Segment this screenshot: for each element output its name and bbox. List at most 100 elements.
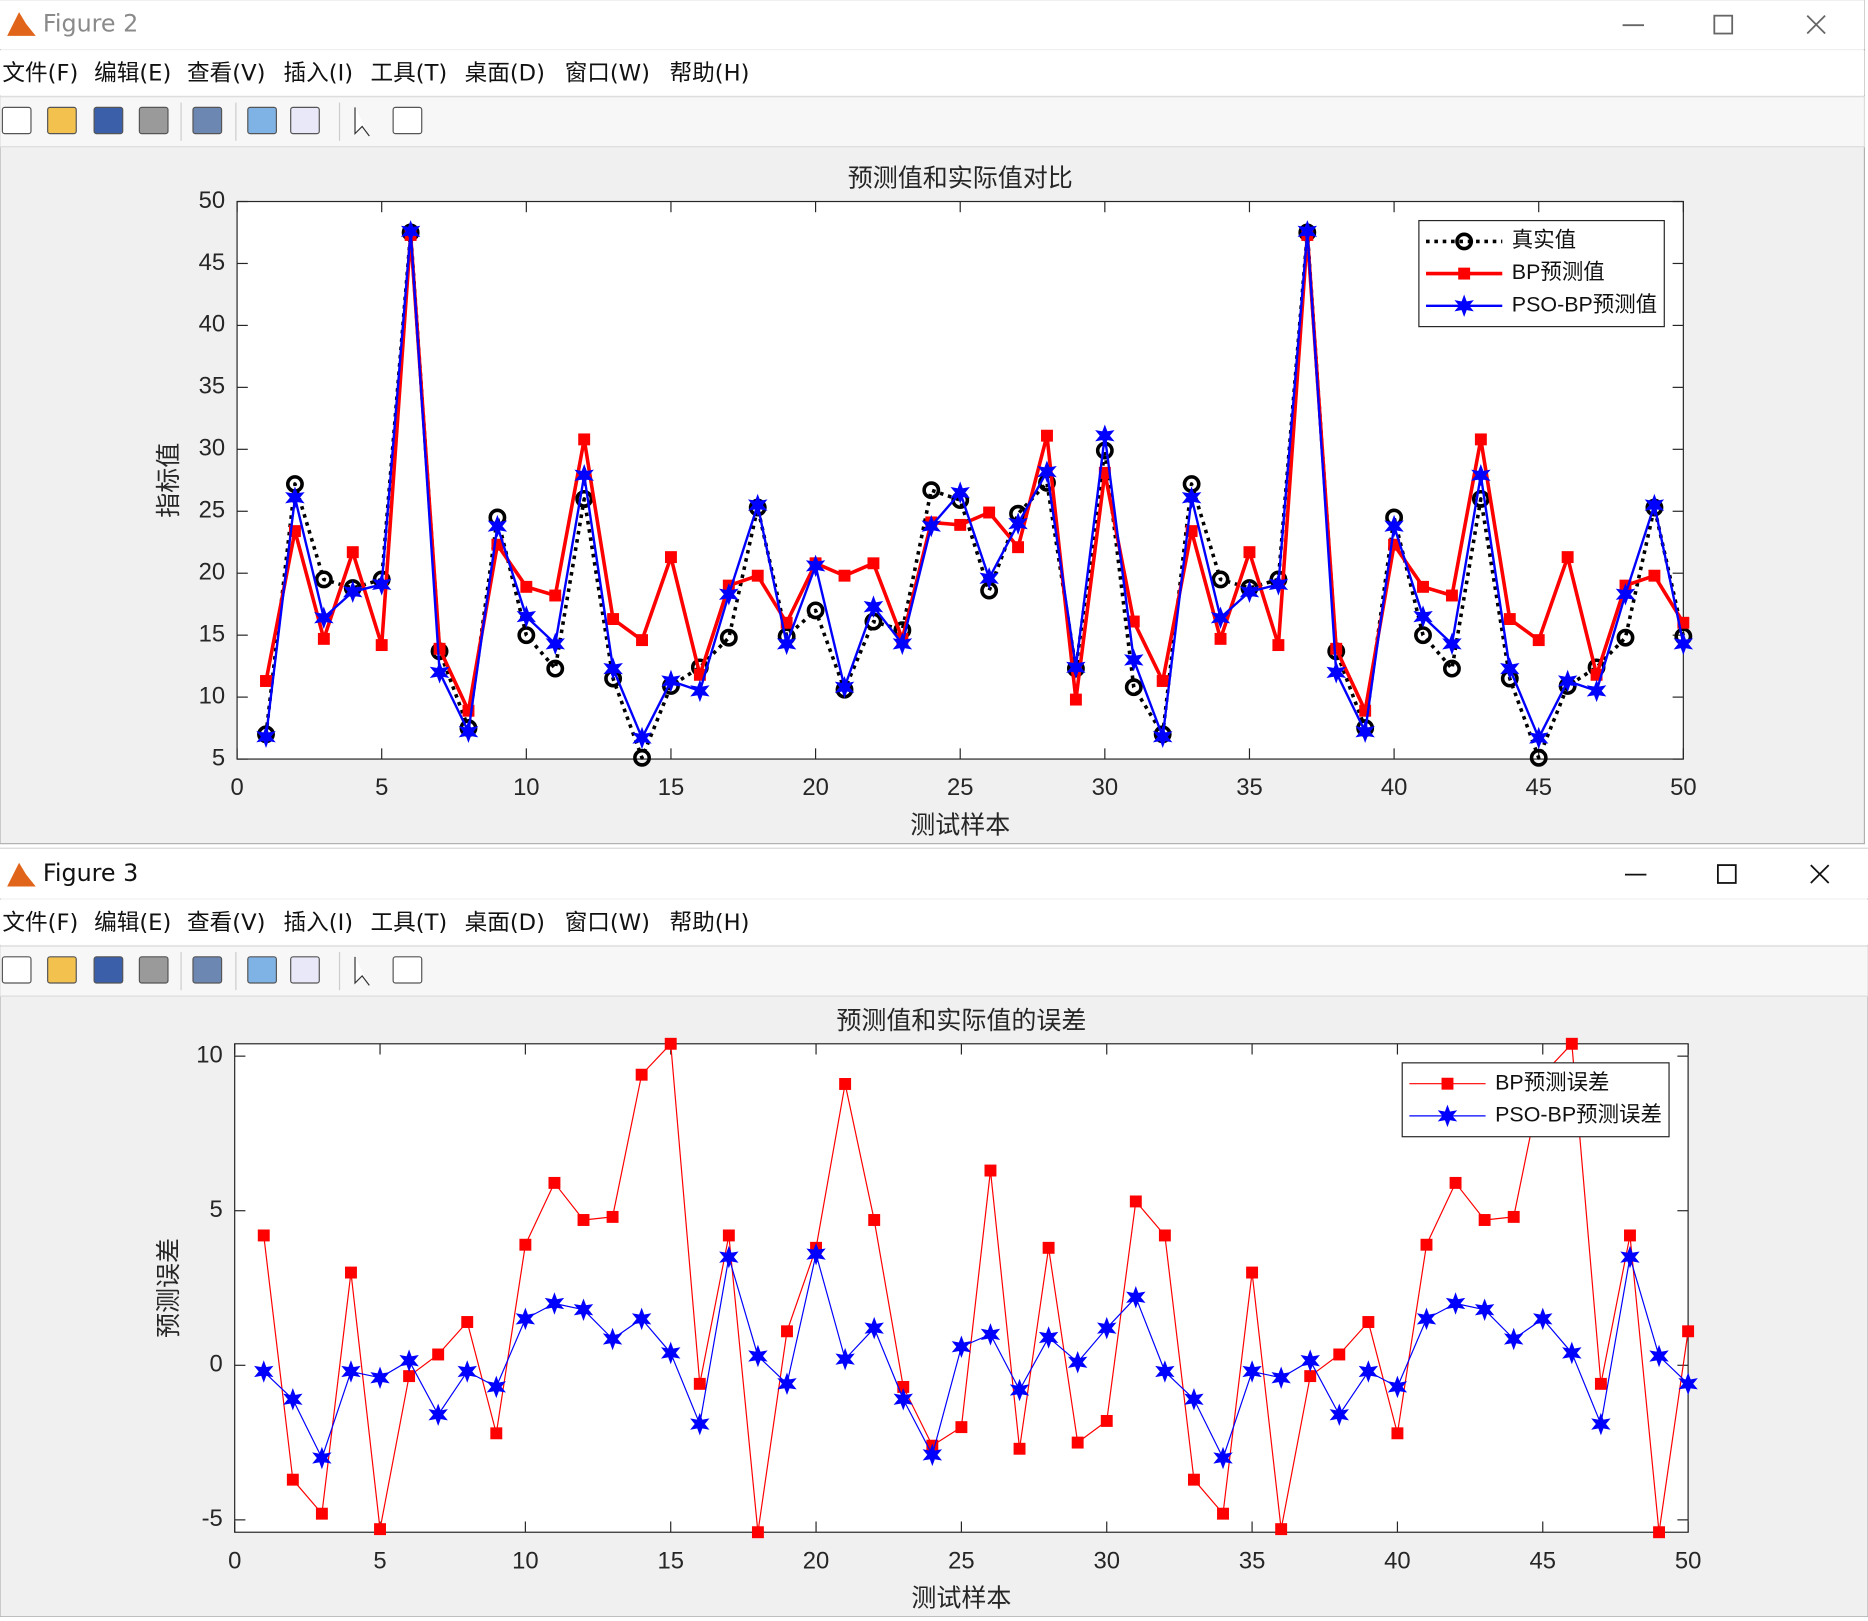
legend-label: BP预测值 [1512,260,1605,284]
toolbar-button[interactable] [290,106,320,135]
marker [690,1412,710,1436]
marker [1124,678,1143,697]
toolbar-button[interactable] [138,106,169,135]
menu-item[interactable]: 编辑(E) [94,61,171,87]
menu-item[interactable]: 工具(T) [371,61,448,87]
marker [636,634,648,647]
x-tick-label: 40 [1384,1547,1411,1574]
marker [400,220,421,243]
marker [1009,1378,1030,1402]
marker [1181,486,1202,509]
marker [285,486,305,509]
series-line [264,230,1686,760]
toolbar-button[interactable] [192,106,223,135]
marker [897,1380,910,1393]
x-tick-label: 15 [657,1547,684,1574]
marker [260,675,272,687]
marker [1067,1350,1088,1374]
close-button[interactable] [1810,864,1830,884]
toolbar-button[interactable] [1,106,32,135]
marker [1471,489,1490,508]
toolbar-button[interactable] [47,956,77,984]
title-bar [0,848,1868,899]
marker [577,1214,590,1226]
maximize-button[interactable] [1713,14,1734,35]
marker [1413,605,1433,628]
toolbar-button[interactable] [93,106,124,135]
menu-item[interactable]: 查看(V) [187,910,265,936]
marker [486,1375,507,1399]
toolbar-button[interactable] [354,107,370,137]
menu-item[interactable]: 桌面(D) [465,61,545,87]
toolbar-button[interactable] [392,956,423,984]
toolbar-button[interactable] [47,106,77,135]
marker [893,1388,913,1411]
toolbar-button[interactable] [290,956,320,984]
marker [633,748,651,767]
close-button[interactable] [1806,15,1826,35]
marker [545,632,565,656]
plots: 0 5 10 15 20 25 30 35 40 45 505101520253035404550预… [154,164,1702,1613]
toolbar-button[interactable] [138,956,169,984]
x-axis-label: 测试样本 [910,810,1010,839]
menu-item[interactable]: 编辑(E) [94,910,171,936]
marker [346,546,359,559]
marker [1673,632,1694,656]
x-tick-label: 25 [947,774,974,801]
marker [286,1473,299,1486]
marker [1158,1229,1171,1242]
marker [951,1335,972,1358]
marker [1038,1326,1059,1349]
marker [950,481,970,504]
marker [1678,1372,1698,1396]
x-tick-label: 45 [1530,1547,1557,1574]
marker [1503,1327,1524,1351]
marker [254,1360,274,1383]
marker [1211,570,1230,589]
toolbar-button[interactable] [93,956,124,984]
marker [433,642,446,655]
toolbar-button[interactable] [247,956,277,984]
marker [1533,1307,1553,1331]
menu-item[interactable]: 查看(V) [187,61,265,87]
x-tick-label: 10 [512,1547,539,1574]
menu-item[interactable]: 文件(F) [2,61,78,87]
marker [806,601,825,620]
menu-item[interactable]: 插入(I) [284,910,354,936]
toolbar-button[interactable] [247,106,277,135]
marker [574,464,594,487]
marker [343,580,363,604]
marker [1417,580,1429,593]
marker [399,1349,419,1372]
marker [980,1323,1001,1346]
menu-item[interactable]: 插入(I) [284,61,354,87]
x-tick-label: 20 [802,774,829,801]
marker [1615,583,1636,606]
marker [549,589,562,602]
app-icon [7,862,36,887]
menu-item[interactable]: 帮助(H) [670,910,750,936]
y-tick-label: 0 [210,1351,223,1378]
marker [458,720,479,744]
marker [341,1360,361,1383]
marker [1359,704,1372,717]
menu-item[interactable]: 文件(F) [2,910,78,936]
menu-item[interactable]: 窗口(W) [565,61,650,87]
toolbar-button[interactable] [192,956,223,984]
marker [1503,613,1516,626]
menu-item[interactable]: 工具(T) [371,910,448,936]
toolbar-button[interactable] [354,956,370,986]
menu-item[interactable]: 帮助(H) [670,61,750,87]
toolbar [0,96,1866,148]
toolbar-button[interactable] [1,956,32,984]
legend: 真实值 BP预测值 PSO-BP预测值 [1418,219,1665,328]
maximize-button[interactable] [1716,864,1737,884]
marker [546,659,565,678]
marker [602,1327,623,1351]
marker [1414,626,1432,645]
toolbar-button[interactable] [392,106,423,135]
menu-item[interactable]: 窗口(W) [565,910,650,936]
marker [1329,1403,1349,1427]
menu-item[interactable]: 桌面(D) [465,910,545,936]
